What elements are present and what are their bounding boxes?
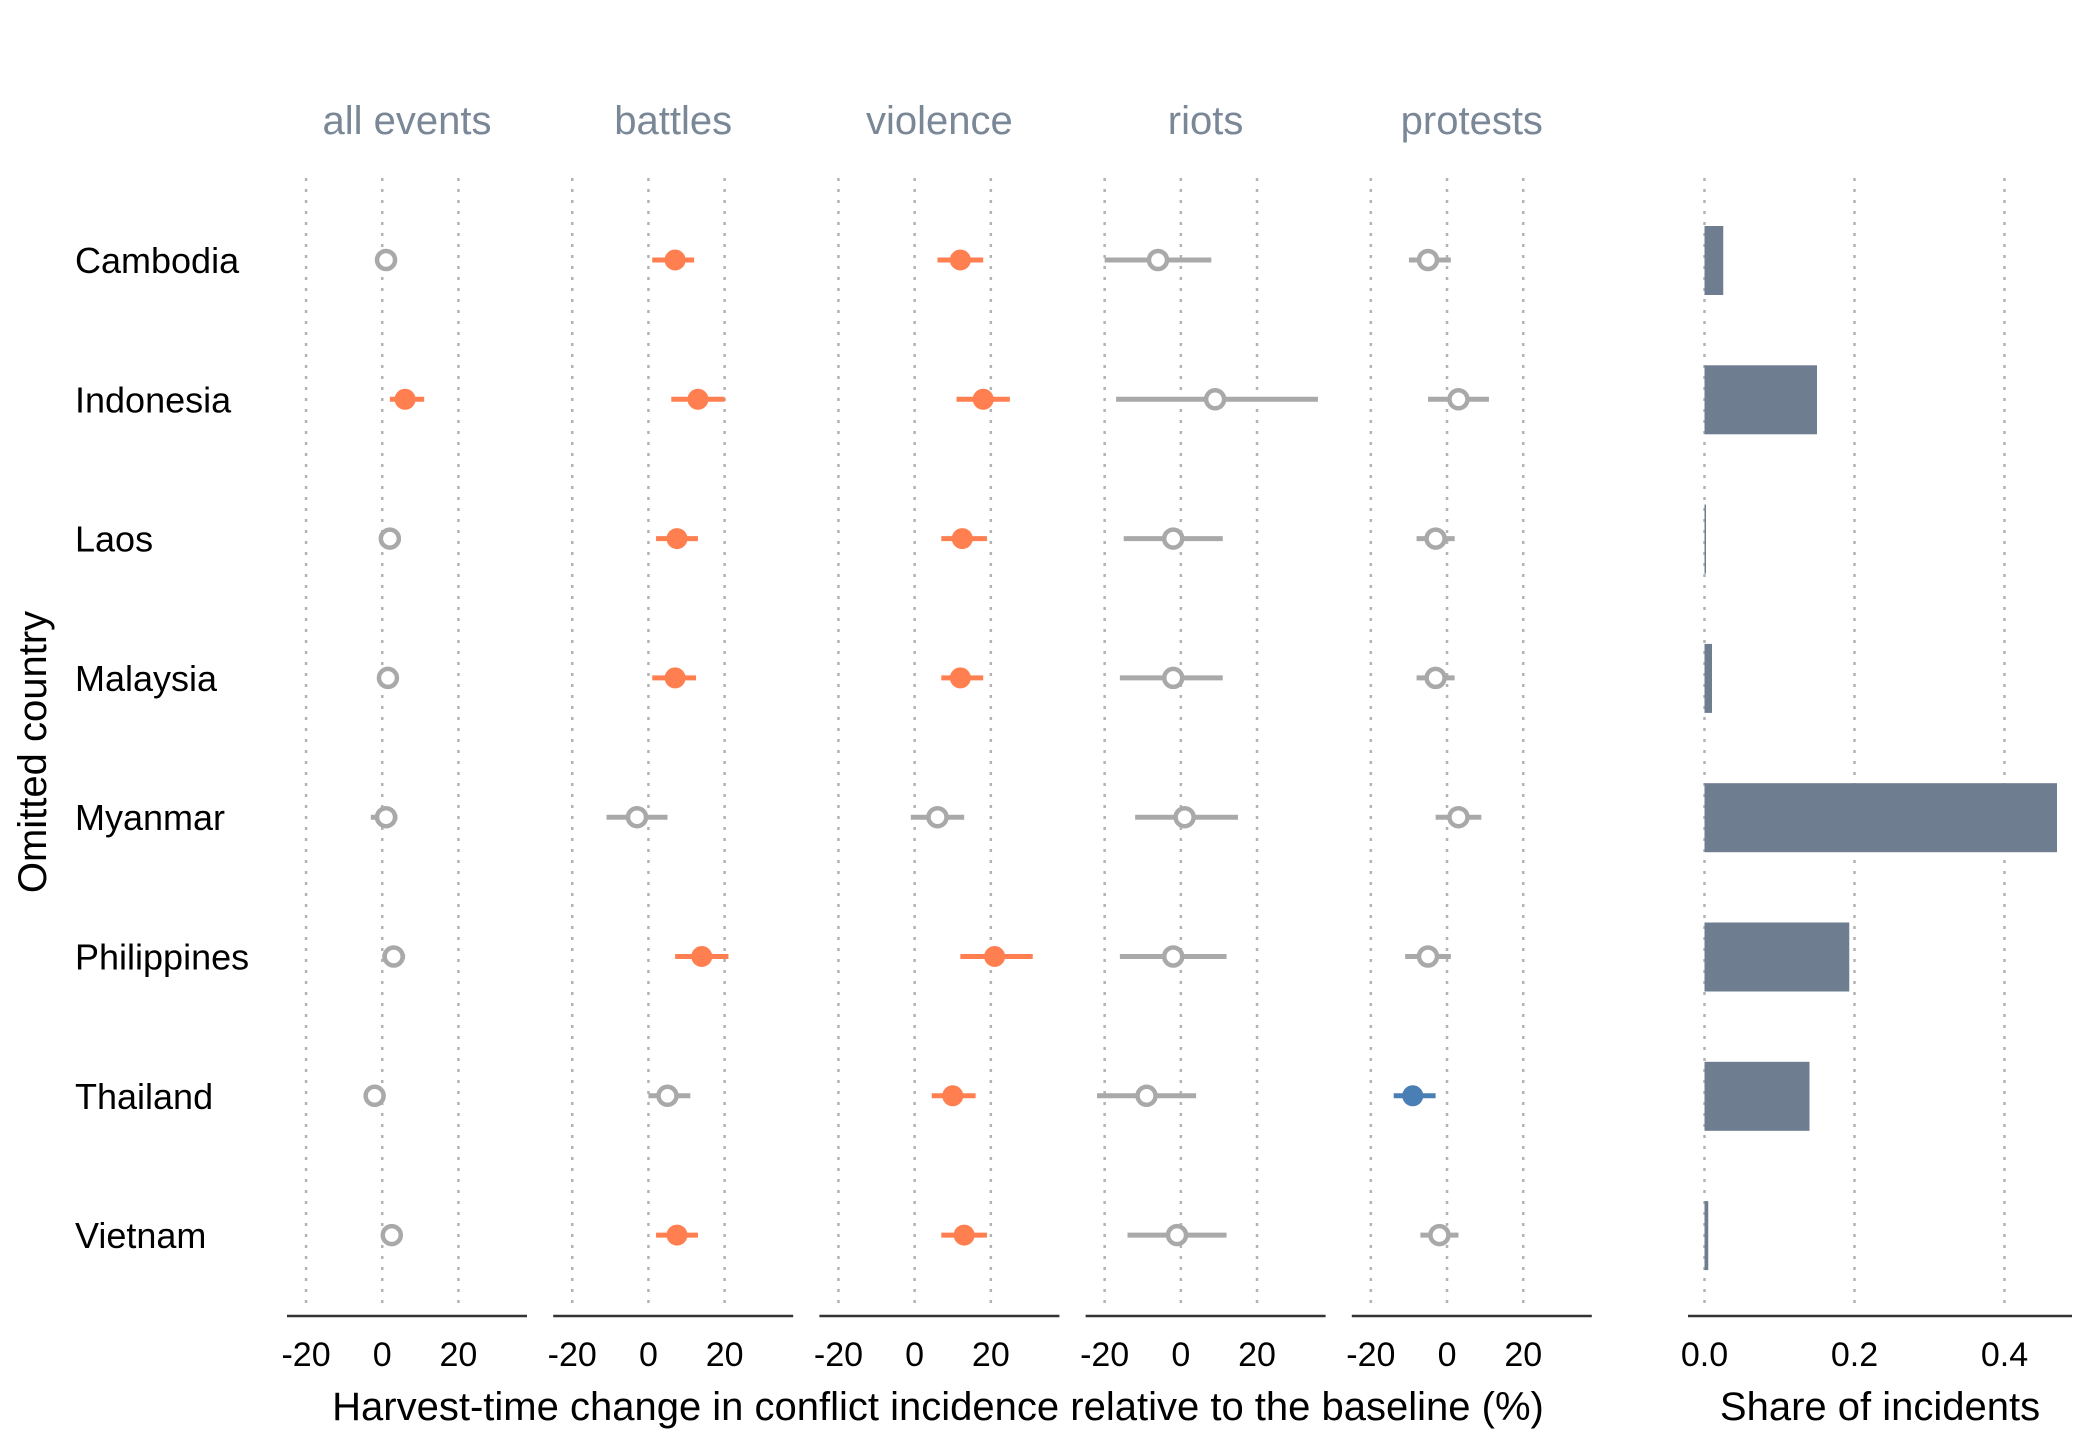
- share-of-incidents-panel: 0.0 0.2 0.4: [1681, 178, 2072, 1374]
- x-tick-label: 0: [373, 1336, 392, 1374]
- x-tick-label: -20: [281, 1336, 330, 1374]
- point-estimate-thailand: [1402, 1085, 1424, 1107]
- point-estimate-cambodia: [1146, 248, 1170, 272]
- bar-philippines: [1704, 922, 1850, 992]
- point-estimate-cambodia: [1416, 248, 1440, 272]
- point-estimate-myanmar: [374, 805, 398, 829]
- x-tick-label: 0: [1438, 1336, 1457, 1374]
- y-axis-title: Omitted country: [11, 611, 55, 893]
- point-estimate-thailand: [1135, 1084, 1158, 1108]
- point-estimate-vietnam: [380, 1223, 404, 1247]
- point-estimate-myanmar: [926, 805, 949, 829]
- point-estimate-laos: [1161, 527, 1185, 550]
- point-estimate-philippines: [1416, 945, 1440, 968]
- point-estimate-indonesia: [394, 388, 416, 410]
- point-estimate-thailand: [656, 1084, 679, 1108]
- x-axis-title-effects: Harvest-time change in conflict incidenc…: [332, 1385, 1544, 1429]
- point-estimate-cambodia: [664, 249, 686, 271]
- bar-cambodia: [1704, 226, 1724, 295]
- bar-malaysia: [1704, 643, 1712, 713]
- bar-myanmar: [1704, 783, 2057, 853]
- x-tick-label: 0.2: [1831, 1336, 1878, 1374]
- point-estimate-malaysia: [1424, 666, 1447, 690]
- point-estimate-philippines: [1161, 945, 1185, 968]
- country-label-laos: Laos: [75, 519, 153, 560]
- point-estimate-indonesia: [1203, 388, 1227, 411]
- point-estimate-laos: [1424, 527, 1447, 550]
- point-estimate-philippines: [691, 946, 713, 967]
- facet-title: violence: [866, 99, 1013, 143]
- point-estimate-malaysia: [376, 666, 400, 690]
- point-estimate-vietnam: [1165, 1223, 1189, 1247]
- point-estimate-cambodia: [374, 248, 398, 272]
- x-tick-label: -20: [1080, 1336, 1129, 1374]
- country-label-vietnam: Vietnam: [75, 1215, 206, 1256]
- x-tick-label: 0: [905, 1336, 924, 1374]
- effect-facets: all events -20 0 20 battles -20 0 20 violence -20…: [281, 99, 1592, 1374]
- point-estimate-thailand: [363, 1084, 386, 1108]
- x-tick-label: -20: [814, 1336, 863, 1374]
- point-estimate-cambodia: [949, 249, 971, 271]
- facet-protests: protests -20 0 20: [1346, 99, 1592, 1374]
- facet-riots: riots -20 0 20: [1080, 99, 1326, 1374]
- country-label-thailand: Thailand: [75, 1076, 213, 1117]
- point-estimate-philippines: [382, 945, 405, 968]
- point-estimate-vietnam: [953, 1224, 975, 1246]
- point-estimate-myanmar: [625, 805, 649, 829]
- point-estimate-laos: [666, 528, 688, 550]
- x-tick-label: 0.0: [1681, 1336, 1728, 1374]
- country-label-cambodia: Cambodia: [75, 240, 240, 281]
- facet-all-events: all events -20 0 20: [281, 99, 527, 1374]
- facet-title: battles: [614, 99, 732, 143]
- x-tick-label: 0.4: [1981, 1336, 2028, 1374]
- x-tick-label: 0: [639, 1336, 658, 1374]
- x-tick-label: -20: [548, 1336, 597, 1374]
- country-labels: Cambodia Indonesia Laos Malaysia Myanmar Phil…: [75, 240, 249, 1256]
- point-estimate-vietnam: [1428, 1223, 1451, 1247]
- bar-indonesia: [1704, 365, 1817, 435]
- country-label-malaysia: Malaysia: [75, 658, 218, 699]
- bar-vietnam: [1704, 1201, 1709, 1271]
- facet-title: all events: [323, 99, 492, 143]
- x-tick-label: 20: [972, 1336, 1010, 1374]
- x-tick-label: -20: [1346, 1336, 1395, 1374]
- point-estimate-vietnam: [666, 1224, 688, 1246]
- bar-laos: [1704, 504, 1706, 574]
- x-tick-label: 20: [706, 1336, 744, 1374]
- facet-battles: battles -20 0 20: [548, 99, 794, 1374]
- point-estimate-indonesia: [972, 388, 994, 410]
- point-estimate-philippines: [984, 946, 1006, 967]
- bar-thailand: [1704, 1061, 1810, 1131]
- country-label-philippines: Philippines: [75, 937, 249, 978]
- point-estimate-myanmar: [1447, 805, 1470, 829]
- point-estimate-myanmar: [1173, 805, 1196, 829]
- point-estimate-malaysia: [664, 667, 686, 689]
- point-estimate-indonesia: [687, 388, 709, 410]
- point-estimate-malaysia: [1161, 666, 1185, 690]
- x-tick-label: 20: [440, 1336, 478, 1374]
- x-tick-label: 20: [1504, 1336, 1542, 1374]
- point-estimate-laos: [951, 528, 973, 550]
- x-tick-label: 0: [1171, 1336, 1190, 1374]
- point-estimate-laos: [378, 527, 402, 550]
- facet-title: protests: [1401, 99, 1543, 143]
- point-estimate-indonesia: [1447, 388, 1470, 411]
- country-label-indonesia: Indonesia: [75, 379, 232, 420]
- point-estimate-malaysia: [949, 667, 971, 689]
- point-estimate-thailand: [942, 1085, 964, 1107]
- facet-title: riots: [1168, 99, 1244, 143]
- country-label-myanmar: Myanmar: [75, 797, 225, 838]
- x-tick-label: 20: [1238, 1336, 1276, 1374]
- facet-violence: violence -20 0 20: [814, 99, 1060, 1374]
- x-axis-title-share: Share of incidents: [1720, 1385, 2040, 1429]
